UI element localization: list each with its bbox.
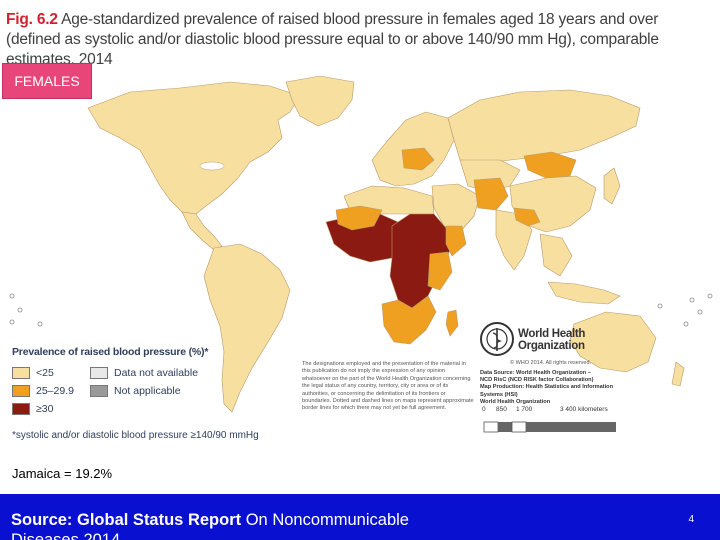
legend-label-high: ≥30 — [36, 403, 54, 415]
legend-swatch-na — [90, 367, 108, 379]
region-japan — [603, 167, 621, 205]
region-australia — [569, 311, 657, 373]
disclaimer-text: The designations employed and the presen… — [302, 361, 474, 412]
region-iran-afghan — [473, 177, 509, 211]
legend-title: Prevalence of raised blood pressure (%)* — [12, 346, 209, 358]
legend-label-mid: 25–29.9 — [36, 385, 74, 397]
legend-footnote: *systolic and/or diastolic blood pressur… — [12, 430, 259, 441]
region-greenland — [285, 75, 355, 127]
figure-title-text: Age-standardized prevalence of raised bl… — [6, 11, 659, 68]
world-map — [9, 75, 713, 433]
scale-tick-2: 1 700 — [516, 406, 533, 413]
region-eastern-europe — [401, 147, 435, 171]
region-south-america — [203, 243, 291, 413]
region-east-africa — [427, 251, 453, 291]
legend-swatch-low — [12, 367, 30, 379]
region-madagascar — [445, 309, 459, 337]
map-title: Fig. 6.2 Age-standardized prevalence of … — [6, 10, 714, 70]
legend-swatch-notapp — [90, 385, 108, 397]
who-name: World Health Organization — [518, 328, 586, 352]
region-horn-africa — [445, 225, 467, 257]
footer-source-line2: Diseases 2014 — [11, 531, 121, 540]
females-badge: FEMALES — [2, 63, 92, 99]
footer-source-rest: On Noncommunicable — [245, 511, 409, 529]
region-central-america — [181, 211, 223, 251]
legend-label-notapp: Not applicable — [114, 385, 181, 397]
scale-tick-3: 3 400 kilometers — [560, 406, 608, 413]
legend-swatch-mid — [12, 385, 30, 397]
jamaica-note: Jamaica = 19.2% — [12, 466, 113, 481]
figure-label: Fig. 6.2 — [6, 11, 58, 28]
region-new-zealand — [671, 361, 685, 387]
great-lakes — [199, 161, 225, 171]
region-middle-east — [431, 183, 481, 233]
region-north-america — [87, 81, 301, 215]
legend-swatch-high — [12, 403, 30, 415]
footer-source-bold: Source: Global Status Report — [11, 511, 242, 529]
page-number: 4 — [688, 514, 694, 525]
region-mongolia — [523, 151, 577, 179]
legend-label-na: Data not available — [114, 367, 199, 379]
scale-bar — [483, 421, 616, 433]
region-southern-africa — [381, 295, 437, 345]
footer-source: Source: Global Status Report On Noncommu… — [11, 510, 409, 540]
map-legend: Prevalence of raised blood pressure (%)*… — [12, 346, 292, 415]
region-sahel — [335, 205, 383, 231]
who-emblem-icon — [480, 322, 514, 356]
scale-tick-0: 0 — [482, 406, 486, 413]
who-copyright: © WHO 2014. All rights reserved. — [510, 360, 592, 366]
map-sources: Data Source: World Health Organization –… — [480, 370, 614, 405]
region-southeast-asia — [539, 233, 573, 277]
region-indonesia — [547, 281, 621, 305]
scale-tick-1: 850 — [496, 406, 507, 413]
region-nepal-bangladesh — [513, 207, 541, 227]
footer-bar: Source: Global Status Report On Noncommu… — [0, 494, 720, 540]
legend-label-low: <25 — [36, 367, 54, 379]
